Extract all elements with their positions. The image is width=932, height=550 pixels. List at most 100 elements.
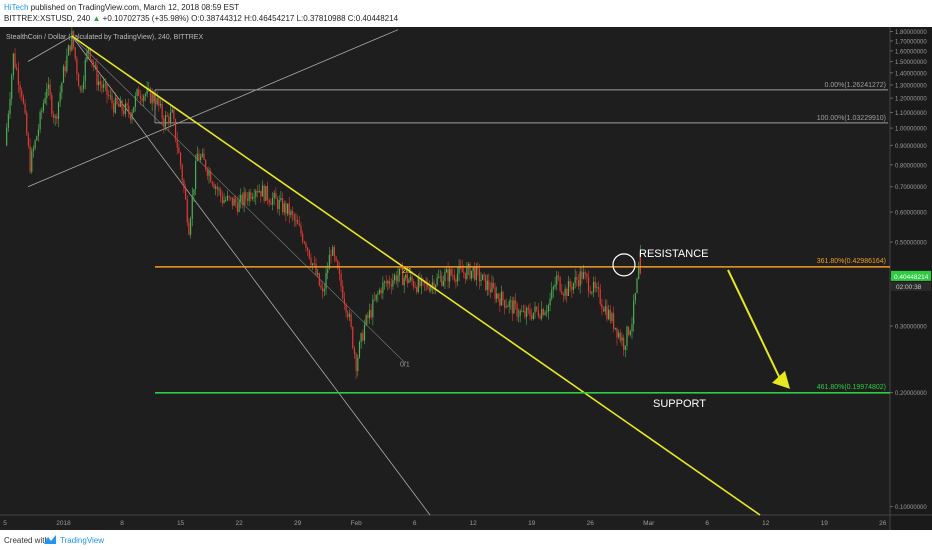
candle-body bbox=[99, 81, 101, 85]
candle-body bbox=[332, 247, 334, 256]
candle-body bbox=[362, 333, 364, 341]
x-tick-label: 8 bbox=[120, 520, 124, 527]
candle-body bbox=[293, 214, 295, 221]
candle-body bbox=[592, 281, 595, 293]
candle-body bbox=[14, 53, 16, 68]
candle-body bbox=[467, 263, 470, 268]
candle-body bbox=[303, 241, 305, 244]
candle-body bbox=[380, 289, 382, 294]
candle-body bbox=[213, 184, 215, 189]
y-tick-label: 1.50000000 bbox=[895, 60, 927, 66]
candle-body bbox=[547, 305, 549, 312]
candle-body bbox=[402, 268, 404, 286]
candle-body bbox=[66, 55, 68, 72]
candle-body bbox=[86, 51, 88, 61]
y-tick-label: 0.30000000 bbox=[895, 324, 927, 330]
gann-ratio-label: 0/1 bbox=[400, 362, 410, 369]
x-tick-label: 22 bbox=[235, 520, 243, 527]
candle-body bbox=[469, 263, 471, 279]
candle-body bbox=[261, 185, 264, 197]
candle-body bbox=[19, 84, 21, 91]
y-tick-label: 1.30000000 bbox=[895, 83, 927, 89]
candle-body bbox=[546, 311, 548, 313]
y-tick-label: 0.90000000 bbox=[895, 144, 927, 150]
candle-body bbox=[434, 285, 437, 290]
candle-body bbox=[510, 300, 512, 302]
candle-body bbox=[317, 273, 319, 275]
candle-body bbox=[109, 95, 111, 97]
candle-body bbox=[278, 199, 280, 210]
candle-body bbox=[211, 181, 213, 185]
candle-body bbox=[631, 324, 633, 332]
candle-body bbox=[71, 30, 73, 51]
candle-body bbox=[96, 65, 98, 86]
candle-body bbox=[250, 192, 252, 199]
candle-body bbox=[251, 197, 254, 199]
candle-body bbox=[539, 316, 541, 319]
candle-body bbox=[527, 307, 529, 310]
candle-body bbox=[372, 299, 374, 318]
candle-body bbox=[417, 277, 419, 292]
candle-body bbox=[174, 119, 177, 140]
author-link[interactable]: HiTech bbox=[4, 3, 29, 12]
candle-body bbox=[315, 263, 317, 275]
ohlc-text: O:0.38744312 H:0.46454217 L:0.37810988 C… bbox=[191, 14, 399, 23]
candle-body bbox=[347, 312, 349, 317]
candle-body bbox=[89, 48, 91, 60]
candle-body bbox=[302, 233, 304, 242]
candle-body bbox=[201, 153, 203, 157]
candle-body bbox=[186, 199, 188, 223]
candle-body bbox=[119, 100, 121, 107]
candle-body bbox=[200, 156, 202, 160]
candle-body bbox=[409, 276, 412, 281]
candle-body bbox=[133, 106, 135, 113]
candle-body bbox=[478, 268, 481, 282]
candle-body bbox=[427, 282, 429, 288]
candle-body bbox=[353, 348, 356, 354]
candle-body bbox=[496, 293, 498, 299]
candle-body bbox=[338, 268, 340, 274]
candle-body bbox=[419, 277, 421, 286]
candle-body bbox=[290, 210, 292, 216]
candle-body bbox=[606, 306, 608, 320]
candle-body bbox=[101, 84, 103, 88]
candle-body bbox=[322, 288, 324, 292]
candle-body bbox=[69, 45, 71, 51]
candle-body bbox=[458, 265, 460, 274]
candle-body bbox=[281, 197, 284, 213]
candle-body bbox=[163, 118, 165, 127]
footer: Created with TradingView bbox=[0, 530, 932, 550]
candle-body bbox=[480, 279, 482, 282]
candle-body bbox=[37, 129, 40, 137]
candle-body bbox=[94, 65, 96, 67]
candle-body bbox=[397, 275, 399, 282]
candle-body bbox=[16, 67, 18, 70]
candle-body bbox=[449, 269, 451, 282]
candle-body bbox=[106, 83, 108, 96]
gann-fan-line bbox=[71, 35, 406, 363]
candle-body bbox=[519, 310, 521, 316]
candle-body bbox=[373, 299, 376, 301]
candle-body bbox=[367, 315, 369, 319]
chart-pane[interactable]: 1.80000000 1.70000000 1.60000000 1.50000000… bbox=[0, 23, 932, 530]
breakout-circle bbox=[612, 253, 636, 277]
candle-body bbox=[597, 287, 600, 290]
candle-body bbox=[411, 276, 413, 281]
candle-body bbox=[205, 159, 207, 170]
y-tick-label: 1.80000000 bbox=[895, 30, 927, 36]
candle-body bbox=[225, 200, 227, 201]
brand-link[interactable]: TradingView bbox=[60, 536, 105, 545]
candle-body bbox=[51, 95, 53, 115]
candle-body bbox=[323, 288, 325, 292]
candle-body bbox=[241, 194, 244, 206]
chart-canvas[interactable]: 1.80000000 1.70000000 1.60000000 1.50000000… bbox=[0, 23, 932, 530]
candle-body bbox=[265, 186, 267, 201]
candle-body bbox=[44, 98, 46, 104]
candle-body bbox=[255, 190, 257, 197]
candle-body bbox=[572, 283, 575, 290]
x-tick-label: 19 bbox=[821, 520, 829, 527]
candle-body bbox=[118, 103, 120, 107]
candle-body bbox=[143, 96, 145, 101]
candle-body bbox=[385, 281, 387, 284]
candle-body bbox=[243, 192, 245, 206]
